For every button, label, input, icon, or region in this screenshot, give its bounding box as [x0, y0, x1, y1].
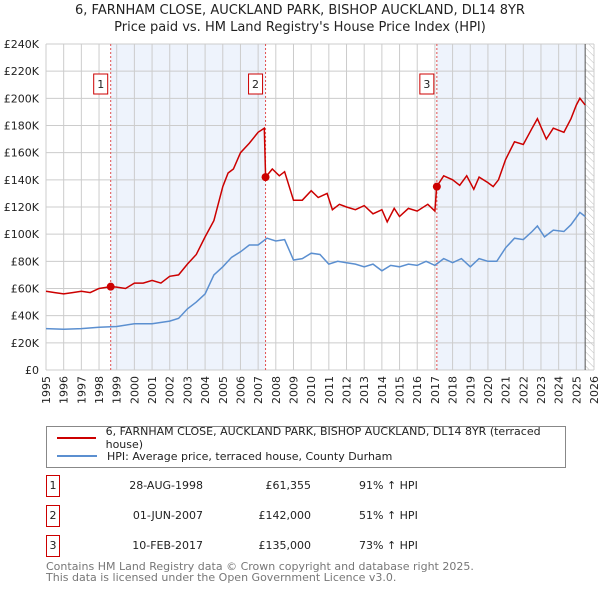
- x-tick-label: 1999: [111, 376, 124, 404]
- sale-hpi: 51% ↑ HPI: [359, 509, 418, 522]
- y-tick-label: £120K: [4, 201, 40, 214]
- x-tick-label: 2007: [252, 376, 265, 404]
- legend-swatch-blue: [57, 455, 97, 457]
- y-tick-label: £140K: [4, 174, 40, 187]
- x-tick-label: 2019: [464, 376, 477, 404]
- sale-number: 2: [46, 505, 60, 527]
- y-tick-label: £100K: [4, 228, 40, 241]
- footer-line: This data is licensed under the Open Gov…: [46, 571, 397, 584]
- y-tick-label: £0: [25, 364, 39, 377]
- x-tick-label: 2015: [394, 376, 407, 404]
- y-tick-label: £60K: [11, 283, 40, 296]
- sale-label-box: [248, 73, 264, 95]
- x-tick-label: 2025: [570, 376, 583, 404]
- sale-label-box: [419, 73, 435, 95]
- x-tick-label: 2011: [323, 376, 336, 404]
- sale-row: 2 01-JUN-2007 £142,000 51% ↑ HPI: [46, 505, 546, 527]
- chart-title: 6, FARNHAM CLOSE, AUCKLAND PARK, BISHOP …: [75, 3, 525, 18]
- y-tick-label: £200K: [4, 92, 40, 105]
- legend-item-property: 6, FARNHAM CLOSE, AUCKLAND PARK, BISHOP …: [57, 425, 565, 451]
- sale-price: £142,000: [258, 509, 312, 522]
- sale-point: [261, 173, 270, 182]
- sale-price: £61,355: [265, 479, 312, 492]
- sale-hpi: 73% ↑ HPI: [359, 539, 418, 552]
- x-tick-label: 2026: [588, 376, 600, 404]
- x-tick-label: 2016: [411, 376, 424, 404]
- y-tick-label: £160K: [4, 147, 40, 160]
- series-line: [45, 211, 586, 331]
- x-tick-label: 2000: [128, 376, 141, 404]
- sale-hpi: 91% ↑ HPI: [359, 479, 418, 492]
- sale-date: 10-FEB-2017: [132, 539, 203, 552]
- legend-item-hpi: HPI: Average price, terraced house, Coun…: [57, 447, 392, 465]
- series-line: [45, 96, 586, 295]
- x-tick-label: 2024: [553, 376, 566, 404]
- sale-number: 3: [46, 535, 60, 557]
- x-tick-label: 2012: [341, 376, 354, 404]
- x-tick-label: 2002: [164, 376, 177, 404]
- x-tick-label: 2020: [482, 376, 495, 404]
- x-tick-label: 1995: [40, 376, 53, 404]
- sale-label: 2: [252, 78, 259, 91]
- y-tick-label: £80K: [11, 255, 40, 268]
- x-tick-label: 2009: [287, 376, 300, 404]
- x-tick-label: 2006: [234, 376, 247, 404]
- y-tick-label: £180K: [4, 120, 40, 133]
- sale-number: 1: [46, 475, 60, 497]
- sale-row: 3 10-FEB-2017 £135,000 73% ↑ HPI: [46, 535, 546, 557]
- sale-date: 28-AUG-1998: [129, 479, 203, 492]
- x-tick-label: 2018: [447, 376, 460, 404]
- x-tick-label: 1997: [75, 376, 88, 404]
- x-tick-label: 2010: [305, 376, 318, 404]
- x-tick-label: 2008: [270, 376, 283, 404]
- x-tick-label: 1998: [93, 376, 106, 404]
- chart-subtitle: Price paid vs. HM Land Registry's House …: [114, 20, 486, 35]
- sale-label: 3: [423, 78, 430, 91]
- y-tick-label: £20K: [11, 337, 40, 350]
- sale-row: 1 28-AUG-1998 £61,355 91% ↑ HPI: [46, 475, 546, 497]
- x-tick-label: 1996: [58, 376, 71, 404]
- legend-swatch-red: [57, 437, 96, 439]
- x-tick-label: 2003: [181, 376, 194, 404]
- x-tick-label: 2021: [500, 376, 513, 404]
- y-tick-label: £220K: [4, 65, 40, 78]
- legend: 6, FARNHAM CLOSE, AUCKLAND PARK, BISHOP …: [46, 425, 566, 468]
- x-tick-label: 2022: [517, 376, 530, 404]
- sale-price: £135,000: [258, 539, 312, 552]
- sale-label-box: [93, 73, 109, 95]
- sale-date: 01-JUN-2007: [132, 509, 203, 522]
- x-tick-label: 2013: [358, 376, 371, 404]
- legend-label: 6, FARNHAM CLOSE, AUCKLAND PARK, BISHOP …: [105, 425, 541, 451]
- x-tick-label: 2005: [217, 376, 230, 404]
- sale-label: 1: [97, 78, 104, 91]
- legend-label: HPI: Average price, terraced house, Coun…: [107, 449, 393, 463]
- x-tick-label: 2004: [199, 376, 212, 404]
- chart-area: 1995 1996 1997 1998 1999 2000 2001 2002 2003 2004…: [4, 38, 600, 404]
- x-tick-label: 2001: [146, 376, 159, 404]
- sale-point: [106, 282, 115, 291]
- x-tick-label: 2017: [429, 376, 442, 404]
- x-tick-label: 2014: [376, 376, 389, 404]
- footer-line: Contains HM Land Registry data © Crown c…: [46, 560, 474, 573]
- y-tick-label: £240K: [4, 38, 40, 51]
- sale-point: [432, 182, 441, 191]
- y-tick-label: £40K: [11, 310, 40, 323]
- x-tick-label: 2023: [535, 376, 548, 404]
